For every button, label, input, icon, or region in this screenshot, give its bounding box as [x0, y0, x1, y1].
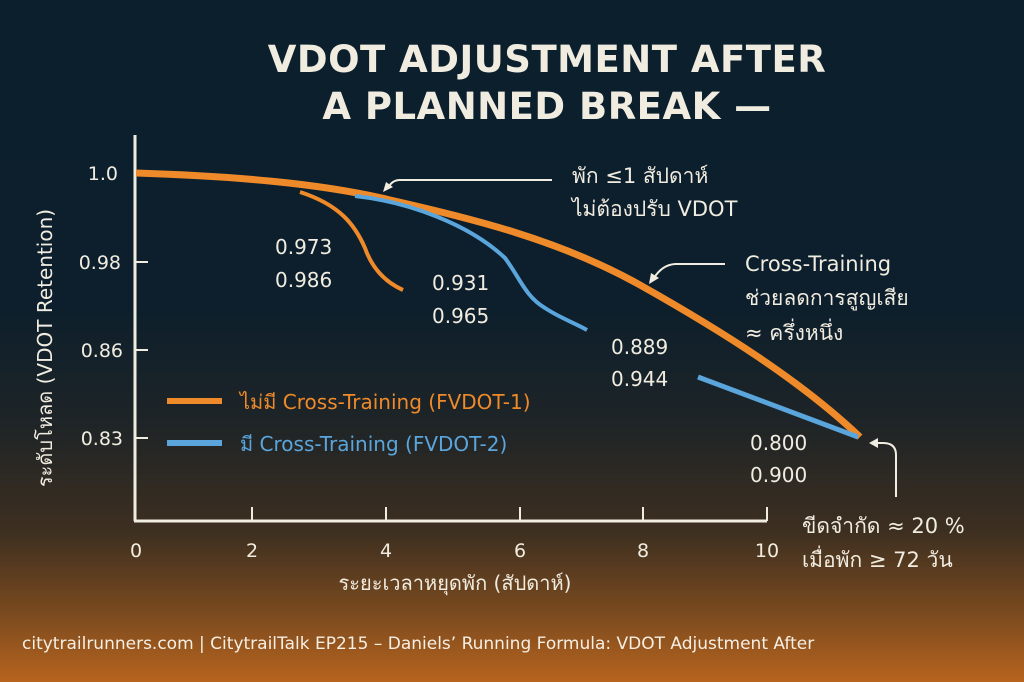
x-tick-label: 2 — [246, 540, 258, 562]
series-branch-no-cross-training — [299, 190, 404, 292]
data-label-week4: 0.931 0.965 — [432, 271, 489, 328]
x-tick-label: 6 — [514, 540, 526, 562]
svg-text:ช่วยลดการสูญเสีย: ช่วยลดการสูญเสีย — [745, 286, 909, 311]
arrowhead-icon — [869, 438, 878, 448]
svg-text:0.931: 0.931 — [432, 271, 489, 295]
y-tick-label: 0.98 — [79, 252, 121, 274]
title-line-1: VDOT ADJUSTMENT AFTER — [267, 38, 827, 81]
svg-text:0.800: 0.800 — [750, 431, 807, 455]
svg-text:0.944: 0.944 — [611, 367, 668, 391]
svg-text:≈ ครึ่งหนึ่ง: ≈ ครึ่งหนึ่ง — [745, 318, 843, 345]
footer-source: citytrailrunners.com | CitytrailTalk EP2… — [22, 634, 815, 654]
data-label-week10: 0.800 0.900 — [750, 431, 807, 487]
title-line-2: A PLANNED BREAK — — [322, 85, 772, 128]
svg-text:0.986: 0.986 — [275, 268, 332, 292]
svg-text:0.889: 0.889 — [611, 335, 668, 359]
arrowhead-icon — [649, 273, 659, 284]
svg-text:Cross-Training: Cross-Training — [745, 252, 891, 276]
arrow-icon — [387, 179, 552, 189]
x-tick-label: 8 — [637, 540, 649, 562]
arrow-icon — [653, 263, 725, 279]
y-tick-label: 0.83 — [81, 428, 123, 450]
svg-text:เมื่อพัก ≥ 72 วัน: เมื่อพัก ≥ 72 วัน — [802, 545, 953, 572]
legend-label-orange: ไม่มี Cross-Training (FVDOT-1) — [238, 390, 531, 414]
x-tick-label: 0 — [130, 540, 142, 562]
series-tail-cross-training — [697, 374, 859, 440]
data-label-week2: 0.973 0.986 — [275, 235, 332, 292]
data-label-week8: 0.889 0.944 — [611, 335, 668, 391]
legend: ไม่มี Cross-Training (FVDOT-1) มี Cross-… — [167, 390, 531, 456]
legend-label-blue: มี Cross-Training (FVDOT-2) — [240, 432, 507, 456]
arrow-icon — [876, 442, 897, 497]
chart-title: VDOT ADJUSTMENT AFTER A PLANNED BREAK — — [0, 36, 1024, 130]
svg-text:0.900: 0.900 — [750, 463, 807, 487]
annotation-limit: ขีดจำกัด ≈ 20 % เมื่อพัก ≥ 72 วัน — [802, 438, 965, 572]
y-tick-label: 1.0 — [88, 163, 118, 185]
svg-text:ขีดจำกัด ≈ 20 %: ขีดจำกัด ≈ 20 % — [802, 514, 965, 538]
y-tick-label: 0.86 — [81, 340, 123, 362]
annotation-short-break: พัก ≤1 สัปดาห์ ไม่ต้องปรับ VDOT — [383, 164, 738, 221]
x-tick-label: 10 — [755, 540, 779, 562]
svg-text:พัก ≤1 สัปดาห์: พัก ≤1 สัปดาห์ — [572, 164, 708, 188]
y-axis-title: ระดับโหลด (VDOT Retention) — [33, 209, 57, 487]
series-line-cross-training — [354, 194, 589, 332]
x-tick-label: 4 — [380, 540, 392, 562]
svg-text:0.973: 0.973 — [275, 235, 332, 259]
svg-text:ไม่ต้องปรับ VDOT: ไม่ต้องปรับ VDOT — [570, 197, 738, 221]
svg-text:0.965: 0.965 — [432, 304, 489, 328]
arrowhead-icon — [383, 182, 393, 192]
x-axis-title: ระยะเวลาหยุดพัก (สัปดาห์) — [339, 571, 572, 596]
series-line-no-cross-training — [135, 169, 863, 440]
annotation-cross-training: Cross-Training ช่วยลดการสูญเสีย ≈ ครึ่งห… — [649, 252, 909, 345]
